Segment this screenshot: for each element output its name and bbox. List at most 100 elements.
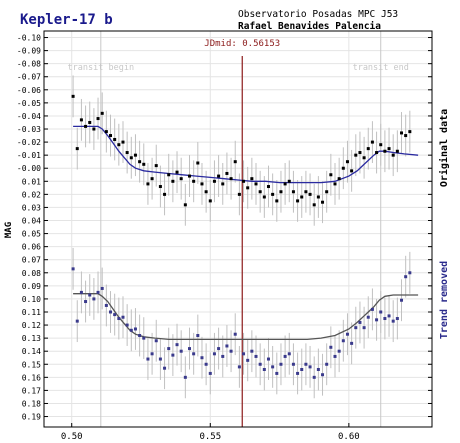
trend-removed-point <box>387 314 391 318</box>
trend-removed-point <box>379 310 383 314</box>
trend-removed-point <box>258 362 262 366</box>
trend-removed-point <box>154 339 158 343</box>
fit-curves <box>73 125 419 341</box>
trend-removed-point <box>150 352 154 356</box>
trend-removed-point <box>84 300 88 304</box>
plot-frame <box>43 30 433 428</box>
original-data-point <box>366 147 370 151</box>
original-data-point <box>333 182 337 186</box>
original-data-point <box>229 177 233 181</box>
y-tick-label: -0.07 <box>17 73 41 82</box>
y-tick-label: -0.00 <box>17 164 41 173</box>
original-data-point <box>308 192 312 196</box>
original-data-point <box>408 130 412 134</box>
right-label-trend-removed: Trend removed <box>439 261 450 339</box>
transit-lines <box>100 31 382 427</box>
x-tick-label: 0.50 <box>61 432 83 442</box>
trend-removed-point <box>196 334 200 338</box>
original-data-point <box>341 166 345 170</box>
original-data-point <box>258 190 262 194</box>
original-data-point <box>146 182 150 186</box>
trend-removed-point <box>287 352 291 356</box>
trend-removed-point <box>212 352 216 356</box>
original-data-point <box>188 174 191 178</box>
original-data-point <box>117 143 121 147</box>
trend-removed-point <box>308 365 312 369</box>
trend-removed-point <box>129 328 133 332</box>
trend-removed-point <box>71 267 75 271</box>
original-data-point <box>183 203 187 207</box>
trend-removed-point <box>175 343 179 347</box>
trend-removed-point <box>163 366 167 370</box>
original-data-point <box>370 140 374 144</box>
original-data-point <box>375 151 379 155</box>
original-data-point <box>242 179 246 183</box>
original-data-point <box>217 174 221 178</box>
trend-removed-point <box>75 319 79 323</box>
trend-removed-point <box>92 297 96 301</box>
original-data-point <box>312 203 316 207</box>
trend-removed-point <box>146 357 150 361</box>
y-tick-label: -0.05 <box>17 99 41 108</box>
original-data-point <box>154 164 158 168</box>
original-data-point <box>395 149 399 153</box>
trend-removed-point <box>333 354 337 358</box>
y-tick-label: 0.07 <box>22 256 41 265</box>
original-data-point <box>96 117 100 121</box>
original-data-point <box>225 171 229 175</box>
axis-ticks <box>44 37 432 427</box>
trend-removed-point <box>104 303 108 307</box>
trend-removed-point <box>254 354 258 358</box>
original-data-point <box>387 147 391 151</box>
trend-removed-point <box>262 367 266 371</box>
trend-removed-point <box>188 347 191 351</box>
original-data-point <box>391 153 395 157</box>
trend-removed-point <box>362 326 366 330</box>
trend-removed-point <box>275 371 279 375</box>
original-data-point <box>92 127 96 131</box>
original-data-point <box>150 177 154 181</box>
jdmid-label: JDmid: 0.56153 <box>204 39 280 49</box>
original-data-point <box>221 182 225 186</box>
trend-removed-point <box>88 293 92 297</box>
trend-removed-point <box>246 358 250 362</box>
y-axis-tick-labels: -0.10 -0.09 -0.08 -0.07 -0.06 -0.05 -0.04 -0.03… <box>17 34 41 422</box>
original-data-point <box>233 160 237 164</box>
fit-curve-trend-removed <box>73 293 419 341</box>
trend-removed-point <box>266 357 270 361</box>
original-data-point <box>254 182 258 186</box>
original-data-point <box>158 185 162 189</box>
trend-removed-point <box>404 275 408 279</box>
data-points <box>71 94 412 379</box>
original-data-point <box>404 134 408 138</box>
original-data-point <box>113 137 117 141</box>
original-data-point <box>246 186 250 190</box>
original-data-point <box>138 160 142 164</box>
x-tick-label: 0.60 <box>338 432 360 442</box>
trend-removed-point <box>225 344 229 348</box>
trend-removed-point <box>109 310 113 314</box>
original-data-point <box>88 120 92 124</box>
y-tick-label: 0.03 <box>22 203 41 212</box>
trend-removed-point <box>408 271 412 275</box>
trend-removed-point <box>312 375 316 379</box>
original-data-point <box>84 124 88 128</box>
trend-removed-point <box>291 362 295 366</box>
y-tick-label: 0.02 <box>22 190 41 199</box>
y-tick-label: -0.09 <box>17 47 41 56</box>
y-tick-label: 0.14 <box>22 347 41 356</box>
trend-removed-point <box>117 317 121 321</box>
trend-removed-point <box>138 334 142 338</box>
original-data-point <box>350 169 354 173</box>
y-tick-label: 0.08 <box>22 269 41 278</box>
trend-removed-point <box>121 315 125 319</box>
original-data-point <box>125 151 129 155</box>
trend-removed-point <box>391 319 395 323</box>
trend-removed-point <box>321 373 325 377</box>
original-data-point <box>379 143 383 147</box>
original-data-point <box>358 151 362 155</box>
original-data-point <box>79 118 83 122</box>
original-data-point <box>129 156 133 160</box>
trend-removed-point <box>350 341 354 345</box>
trend-removed-point <box>96 290 100 294</box>
